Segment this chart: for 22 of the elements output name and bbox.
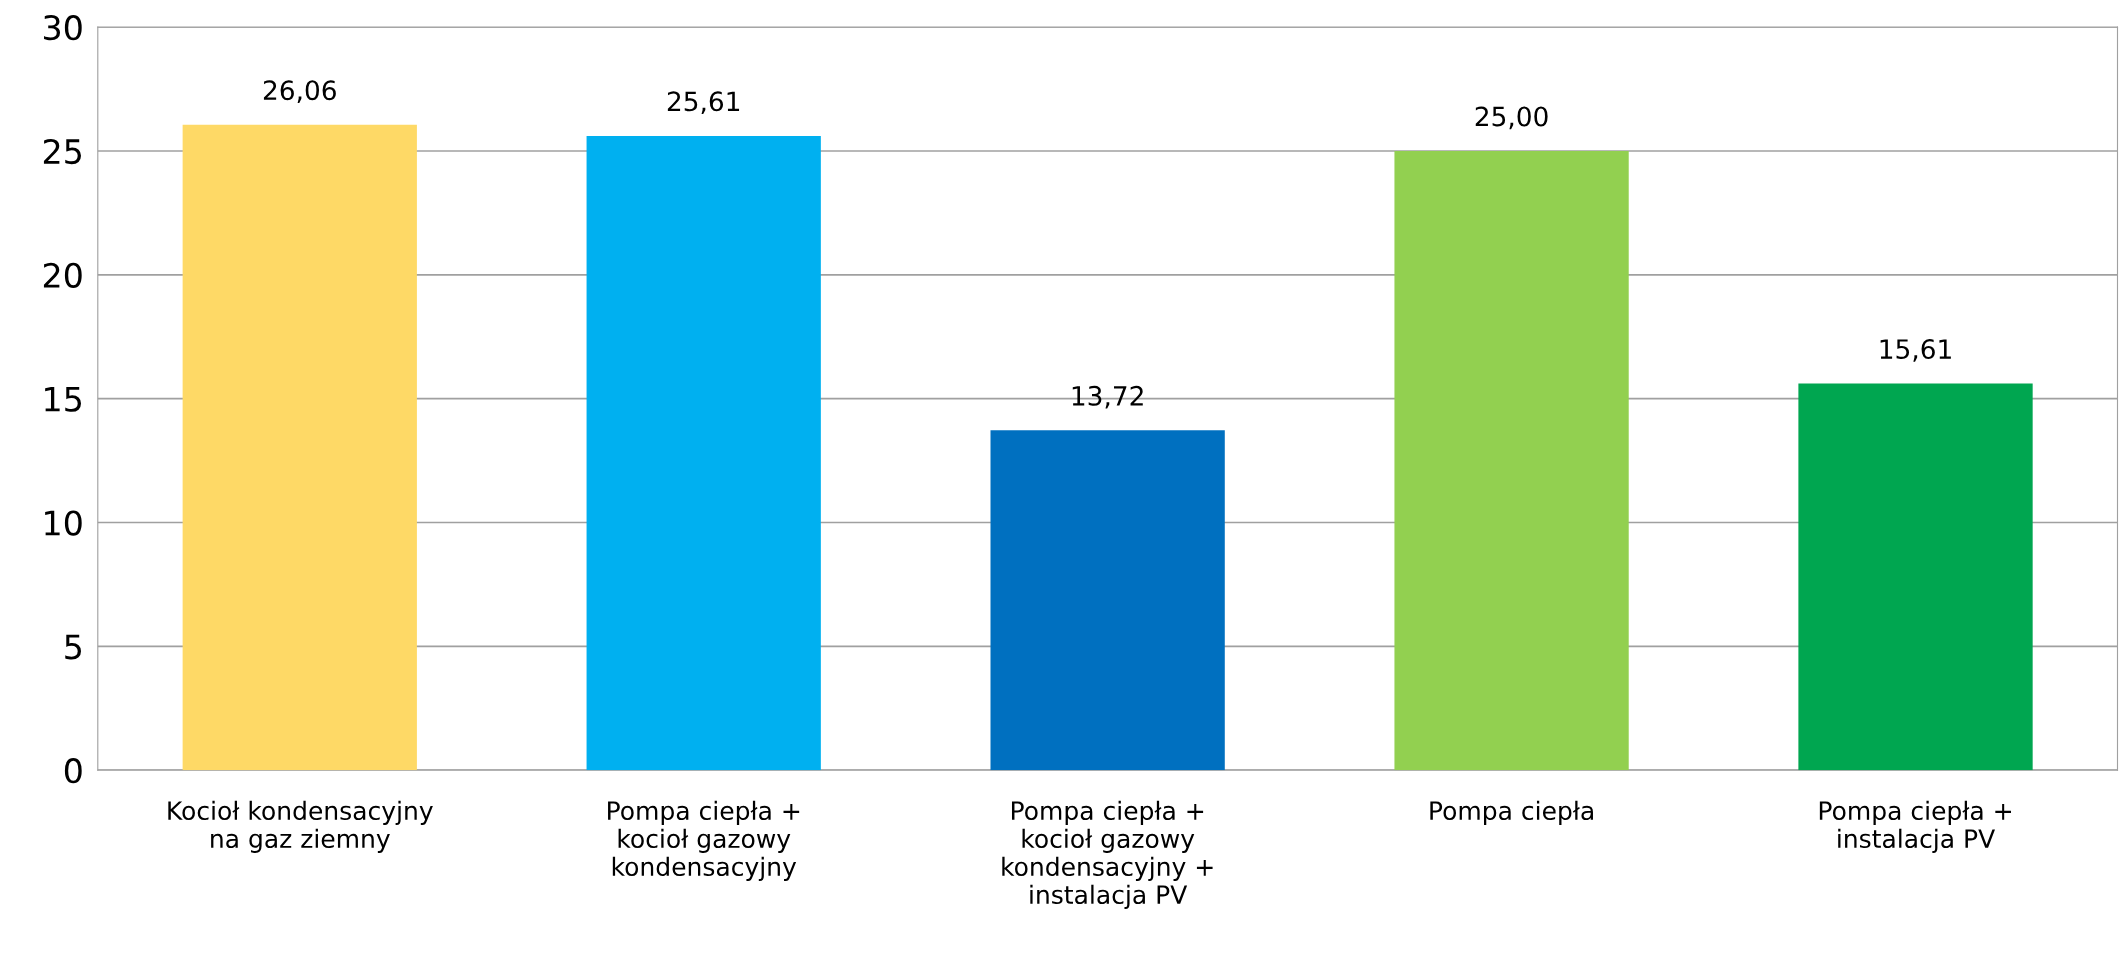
y-tick-label: 5 bbox=[65, 634, 81, 660]
data-label: 26,06 bbox=[263, 80, 336, 103]
bar bbox=[990, 430, 1225, 771]
x-tick-label: Kocioł kondensacyjny na gaz ziemny bbox=[168, 800, 433, 853]
y-tick-label: 15 bbox=[45, 387, 81, 412]
x-tick-label: Pompa ciepła + kocioł gazowy kondensacyjny bbox=[608, 800, 800, 881]
y-tick-label: 10 bbox=[45, 510, 82, 536]
x-tick-label: Pompa ciepła + kocioł gazowy kondensacyjny + instalacja PV bbox=[1002, 800, 1213, 909]
y-tick-label: 20 bbox=[43, 262, 82, 288]
data-label: 15,61 bbox=[1880, 339, 1951, 362]
y-tick-label: 25 bbox=[43, 138, 81, 165]
data-label: 13,72 bbox=[1072, 385, 1143, 409]
bar bbox=[586, 135, 821, 771]
data-label: 25,61 bbox=[667, 91, 740, 115]
y-tick-label: 30 bbox=[44, 15, 82, 41]
data-label: 25,00 bbox=[1475, 106, 1548, 130]
bar bbox=[182, 124, 417, 771]
bar bbox=[1394, 151, 1629, 771]
x-tick-label: Pompa ciepła + instalacja PV bbox=[1819, 800, 2011, 853]
x-tick-label: Pompa ciepła bbox=[1430, 800, 1593, 825]
bar bbox=[1798, 383, 2033, 771]
y-tick-label: 0 bbox=[64, 758, 82, 784]
